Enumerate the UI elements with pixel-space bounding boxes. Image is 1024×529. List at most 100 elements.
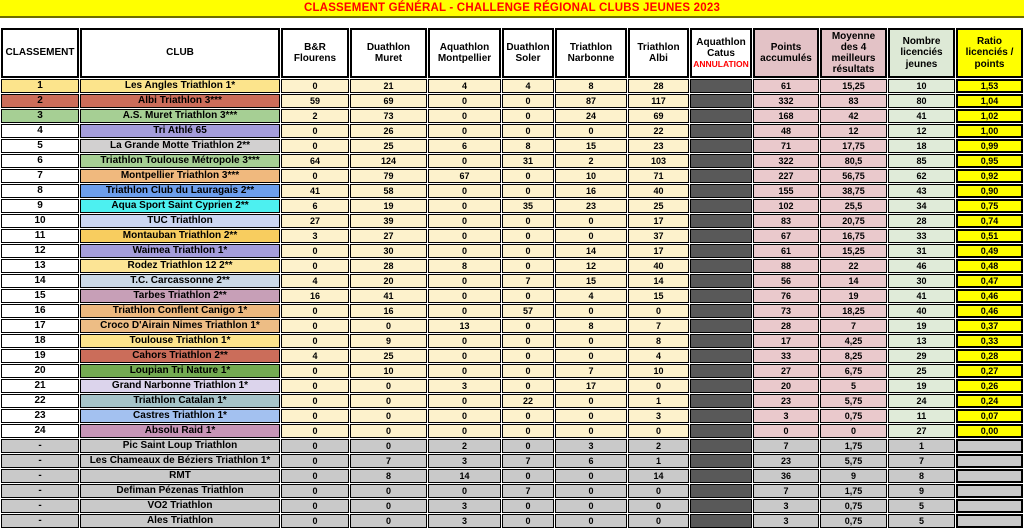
club-cell[interactable]: Montauban Triathlon 2** xyxy=(80,229,280,243)
catus-cancelled-cell[interactable] xyxy=(690,424,752,438)
moyenne-cell[interactable]: 6,75 xyxy=(820,364,887,378)
rank-cell[interactable]: - xyxy=(1,439,79,453)
licencies-cell[interactable]: 24 xyxy=(888,394,955,408)
points-cell[interactable]: 0 xyxy=(753,424,819,438)
result-cell[interactable]: 0 xyxy=(502,439,554,453)
catus-cancelled-cell[interactable] xyxy=(690,94,752,108)
moyenne-cell[interactable]: 22 xyxy=(820,259,887,273)
result-cell[interactable]: 0 xyxy=(555,484,627,498)
result-cell[interactable]: 20 xyxy=(350,274,427,288)
result-cell[interactable]: 22 xyxy=(502,394,554,408)
moyenne-cell[interactable]: 5,75 xyxy=(820,394,887,408)
result-cell[interactable]: 0 xyxy=(555,409,627,423)
catus-cancelled-cell[interactable] xyxy=(690,469,752,483)
result-cell[interactable]: 2 xyxy=(555,154,627,168)
licencies-cell[interactable]: 5 xyxy=(888,514,955,528)
result-cell[interactable]: 0 xyxy=(502,214,554,228)
catus-cancelled-cell[interactable] xyxy=(690,184,752,198)
result-cell[interactable]: 0 xyxy=(428,274,501,288)
club-cell[interactable]: A.S. Muret Triathlon 3*** xyxy=(80,109,280,123)
result-cell[interactable]: 0 xyxy=(428,394,501,408)
ratio-cell[interactable]: 0,46 xyxy=(956,289,1023,303)
result-cell[interactable]: 16 xyxy=(350,304,427,318)
result-cell[interactable]: 0 xyxy=(350,319,427,333)
result-cell[interactable]: 25 xyxy=(350,139,427,153)
result-cell[interactable]: 0 xyxy=(281,169,349,183)
catus-cancelled-cell[interactable] xyxy=(690,364,752,378)
club-cell[interactable]: Absolu Raid 1* xyxy=(80,424,280,438)
result-cell[interactable]: 59 xyxy=(281,94,349,108)
result-cell[interactable]: 0 xyxy=(502,514,554,528)
licencies-cell[interactable]: 19 xyxy=(888,379,955,393)
col-header-club[interactable]: CLUB xyxy=(80,28,280,78)
result-cell[interactable]: 40 xyxy=(628,259,689,273)
licencies-cell[interactable]: 5 xyxy=(888,499,955,513)
licencies-cell[interactable]: 25 xyxy=(888,364,955,378)
result-cell[interactable]: 28 xyxy=(628,79,689,93)
result-cell[interactable]: 16 xyxy=(555,184,627,198)
ratio-cell[interactable]: 0,26 xyxy=(956,379,1023,393)
catus-cancelled-cell[interactable] xyxy=(690,514,752,528)
result-cell[interactable]: 17 xyxy=(628,214,689,228)
rank-cell[interactable]: 3 xyxy=(1,109,79,123)
ratio-cell[interactable]: 0,99 xyxy=(956,139,1023,153)
result-cell[interactable]: 0 xyxy=(281,484,349,498)
rank-cell[interactable]: 14 xyxy=(1,274,79,288)
points-cell[interactable]: 3 xyxy=(753,409,819,423)
rank-cell[interactable]: 20 xyxy=(1,364,79,378)
moyenne-cell[interactable]: 15,25 xyxy=(820,244,887,258)
col-header-aquathlon-catus[interactable]: Aquathlon Catus ANNULATION xyxy=(690,28,752,78)
result-cell[interactable]: 4 xyxy=(502,79,554,93)
result-cell[interactable]: 124 xyxy=(350,154,427,168)
result-cell[interactable]: 0 xyxy=(555,514,627,528)
result-cell[interactable]: 41 xyxy=(350,289,427,303)
licencies-cell[interactable]: 10 xyxy=(888,79,955,93)
points-cell[interactable]: 48 xyxy=(753,124,819,138)
result-cell[interactable]: 26 xyxy=(350,124,427,138)
result-cell[interactable]: 0 xyxy=(281,424,349,438)
club-cell[interactable]: Loupian Tri Nature 1* xyxy=(80,364,280,378)
club-cell[interactable]: Castres Triathlon 1* xyxy=(80,409,280,423)
result-cell[interactable]: 22 xyxy=(628,124,689,138)
result-cell[interactable]: 0 xyxy=(281,379,349,393)
result-cell[interactable]: 71 xyxy=(628,169,689,183)
club-cell[interactable]: TUC Triathlon xyxy=(80,214,280,228)
result-cell[interactable]: 73 xyxy=(350,109,427,123)
moyenne-cell[interactable]: 1,75 xyxy=(820,439,887,453)
result-cell[interactable]: 0 xyxy=(428,304,501,318)
ratio-cell[interactable] xyxy=(956,439,1023,453)
points-cell[interactable]: 28 xyxy=(753,319,819,333)
ratio-cell[interactable]: 1,00 xyxy=(956,124,1023,138)
catus-cancelled-cell[interactable] xyxy=(690,499,752,513)
result-cell[interactable]: 1 xyxy=(628,454,689,468)
result-cell[interactable]: 8 xyxy=(350,469,427,483)
result-cell[interactable]: 1 xyxy=(628,394,689,408)
catus-cancelled-cell[interactable] xyxy=(690,139,752,153)
moyenne-cell[interactable]: 0,75 xyxy=(820,499,887,513)
result-cell[interactable]: 6 xyxy=(281,199,349,213)
points-cell[interactable]: 155 xyxy=(753,184,819,198)
result-cell[interactable]: 69 xyxy=(350,94,427,108)
result-cell[interactable]: 16 xyxy=(281,289,349,303)
result-cell[interactable]: 0 xyxy=(628,379,689,393)
licencies-cell[interactable]: 62 xyxy=(888,169,955,183)
result-cell[interactable]: 0 xyxy=(502,109,554,123)
moyenne-cell[interactable]: 20,75 xyxy=(820,214,887,228)
licencies-cell[interactable]: 34 xyxy=(888,199,955,213)
result-cell[interactable]: 0 xyxy=(428,244,501,258)
licencies-cell[interactable]: 11 xyxy=(888,409,955,423)
result-cell[interactable]: 24 xyxy=(555,109,627,123)
licencies-cell[interactable]: 43 xyxy=(888,184,955,198)
result-cell[interactable]: 0 xyxy=(502,424,554,438)
result-cell[interactable]: 3 xyxy=(628,409,689,423)
result-cell[interactable]: 17 xyxy=(555,379,627,393)
result-cell[interactable]: 0 xyxy=(428,184,501,198)
result-cell[interactable]: 0 xyxy=(628,304,689,318)
ratio-cell[interactable]: 0,27 xyxy=(956,364,1023,378)
catus-cancelled-cell[interactable] xyxy=(690,274,752,288)
ratio-cell[interactable] xyxy=(956,469,1023,483)
rank-cell[interactable]: 2 xyxy=(1,94,79,108)
moyenne-cell[interactable]: 15,25 xyxy=(820,79,887,93)
catus-cancelled-cell[interactable] xyxy=(690,244,752,258)
moyenne-cell[interactable]: 12 xyxy=(820,124,887,138)
